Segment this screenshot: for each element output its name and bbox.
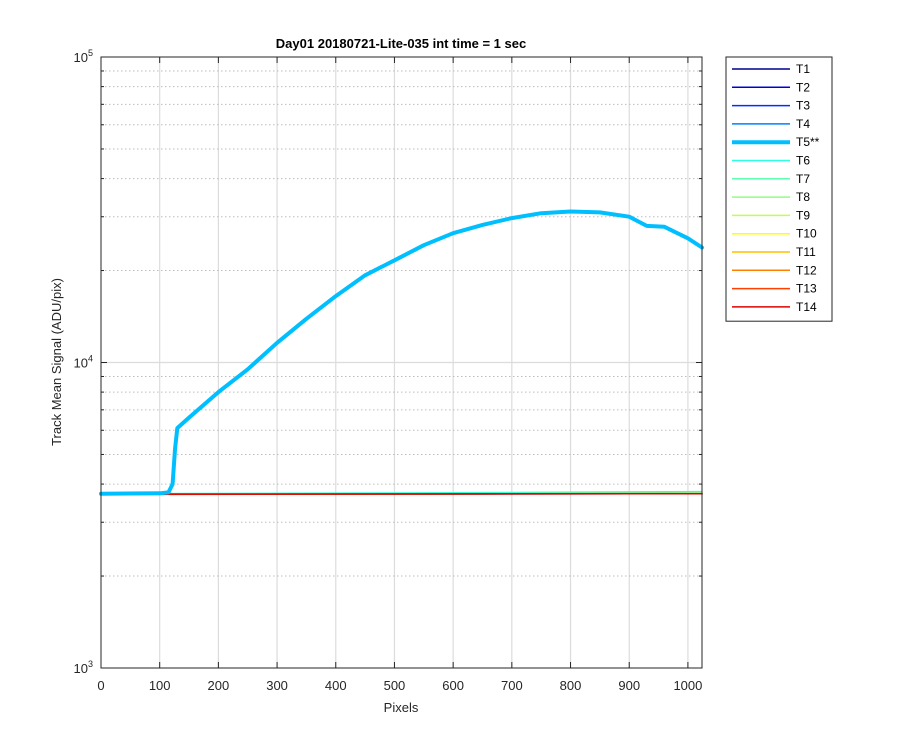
y-axis-label: Track Mean Signal (ADU/pix) [49, 278, 64, 446]
x-tick-label: 200 [208, 678, 230, 693]
legend-entry-label: T1 [796, 62, 810, 76]
legend-entry-label: T6 [796, 154, 810, 168]
legend-entry-label: T13 [796, 282, 817, 296]
x-tick-label: 600 [442, 678, 464, 693]
x-tick-label: 100 [149, 678, 171, 693]
legend-entry-label: T10 [796, 227, 817, 241]
legend-entry-label: T3 [796, 99, 810, 113]
x-tick-label: 800 [560, 678, 582, 693]
x-tick-label: 700 [501, 678, 523, 693]
series-line-T14 [100, 492, 703, 495]
legend-entry-label: T9 [796, 208, 810, 222]
legend-entry-label: T2 [796, 80, 810, 94]
y-tick-label: 103 [74, 659, 93, 676]
x-tick-label: 1000 [673, 678, 702, 693]
legend-entry-label: T5** [796, 135, 820, 149]
legend-entry-label: T8 [796, 190, 810, 204]
y-tick-label: 104 [74, 354, 93, 371]
legend-box [725, 56, 833, 322]
x-axis-label: Pixels [384, 700, 419, 715]
legend: T1 T2 T3 T4 T5** T6 T7 T8 T9 T10 T11 T12 T13 T14 [725, 56, 833, 322]
series-line-T5 [99, 209, 704, 496]
legend-entry-label: T11 [796, 245, 816, 259]
legend-entry-label: T14 [796, 300, 817, 314]
legend-entry-label: T4 [796, 117, 810, 131]
x-tick-label: 300 [266, 678, 288, 693]
legend-entry-label: T7 [796, 172, 810, 186]
chart-title: Day01 20180721-Lite-035 int time = 1 sec [276, 36, 526, 51]
axis-ticks: 0 100 200 300 400 500 600 700 800 900 1000 103 104 10… [74, 48, 703, 693]
x-tick-label: 900 [618, 678, 640, 693]
x-tick-label: 500 [384, 678, 406, 693]
x-tick-label: 400 [325, 678, 347, 693]
legend-entry-label: T12 [796, 263, 817, 277]
grid [101, 57, 702, 668]
y-tick-label: 105 [74, 48, 93, 65]
x-tick-label: 0 [97, 678, 104, 693]
data-series [99, 209, 704, 496]
